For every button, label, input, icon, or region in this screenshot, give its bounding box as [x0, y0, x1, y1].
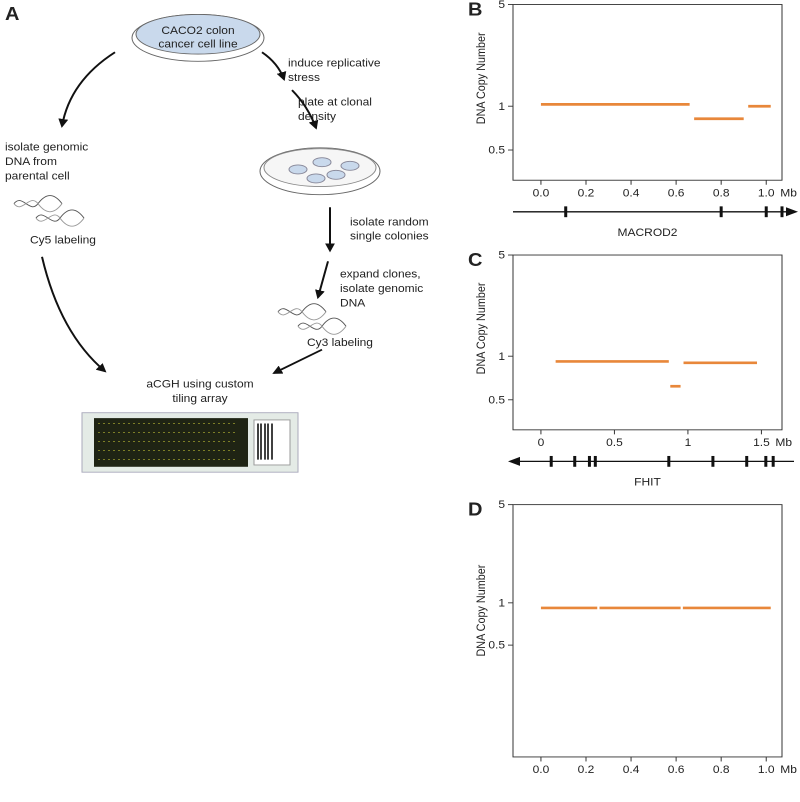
exon	[780, 206, 784, 218]
exon	[573, 455, 577, 467]
y-tick-label: 5	[498, 0, 505, 11]
exon	[587, 455, 591, 467]
arrow	[58, 51, 116, 128]
x-tick-label: 0.4	[623, 188, 640, 199]
x-tick-label: 0.5	[606, 438, 623, 449]
arrow	[261, 51, 287, 82]
x-tick-label: 0.4	[623, 765, 640, 776]
panel-label: C	[468, 251, 483, 271]
exon	[745, 455, 749, 467]
label: isolate random single colonies	[350, 217, 429, 243]
exon	[549, 455, 553, 467]
x-tick-label: 0.8	[713, 765, 730, 776]
x-tick-label: 0	[538, 438, 545, 449]
chart: B DNA Copy Number 0.5 1 5 0.0 0.2 0.4 0.6 0.8 1.0 M…	[468, 0, 798, 239]
y-tick-label: 1	[498, 598, 505, 609]
arrow	[291, 89, 319, 130]
y-tick-label: 5	[498, 250, 505, 261]
exon	[711, 455, 715, 467]
exon	[667, 455, 671, 467]
y-tick-label: 5	[498, 500, 505, 511]
barcode	[257, 423, 273, 460]
array-spots	[98, 423, 238, 461]
y-axis-label: DNA Copy Number	[476, 32, 489, 124]
x-tick-label: 1	[685, 438, 692, 449]
chart: D DNA Copy Number 0.5 1 5 0.0 0.2 0.4 0.6 0.8 1.0 M…	[468, 500, 797, 776]
plot-frame	[512, 254, 783, 431]
label: expand clones, isolate genomic DNA	[340, 269, 424, 309]
label: induce replicative stress	[288, 58, 381, 84]
x-unit: Mb	[780, 765, 797, 776]
y-tick-label: 0.5	[488, 640, 505, 651]
dna-icon	[277, 303, 327, 321]
x-tick-label: 0.0	[533, 765, 550, 776]
panel-label: D	[468, 500, 482, 520]
arrow	[272, 348, 323, 374]
label: Cy5 labeling	[30, 235, 96, 246]
arrow	[315, 261, 329, 300]
y-axis-label: DNA Copy Number	[476, 565, 489, 657]
x-tick-label: 0.2	[578, 765, 595, 776]
label: aCGH using custom tiling array	[146, 379, 253, 405]
dish-medium	[263, 148, 377, 187]
gene-label: FHIT	[634, 477, 661, 488]
x-tick-label: 1.5	[753, 438, 770, 449]
y-tick-label: 1	[498, 351, 505, 362]
x-unit: Mb	[780, 188, 797, 199]
label: Cy3 labeling	[307, 338, 373, 349]
x-tick-label: 0.6	[668, 765, 685, 776]
gene-arrowhead	[508, 456, 520, 466]
plot-frame	[512, 4, 783, 181]
exon	[771, 455, 775, 467]
y-axis-label: DNA Copy Number	[476, 282, 489, 374]
label: isolate genomic DNA from parental cell	[5, 142, 89, 182]
x-unit: Mb	[775, 438, 792, 449]
array	[94, 418, 248, 467]
gene-arrowhead	[786, 207, 798, 217]
exon	[593, 455, 597, 467]
plot-frame	[512, 504, 783, 758]
panel-a: A CACO2 colon cancer cell line induce rep…	[5, 5, 429, 473]
exon	[764, 455, 768, 467]
panel-label: B	[468, 0, 482, 20]
exon	[764, 206, 768, 218]
colonies	[288, 157, 360, 184]
x-tick-label: 0.6	[668, 188, 685, 199]
panel-label: A	[5, 5, 20, 25]
dna-icon	[297, 317, 347, 335]
exon	[564, 206, 568, 218]
x-tick-label: 0.2	[578, 188, 595, 199]
y-tick-label: 1	[498, 101, 505, 112]
x-tick-label: 0.0	[533, 188, 550, 199]
dish-medium	[135, 13, 261, 55]
arrow	[41, 256, 107, 373]
x-tick-label: 0.8	[713, 188, 730, 199]
gene-label: MACROD2	[618, 228, 678, 239]
dna-icon	[13, 195, 63, 213]
x-tick-label: 1.0	[758, 188, 775, 199]
label: CACO2 colon cancer cell line	[158, 26, 237, 51]
y-tick-label: 0.5	[488, 395, 505, 406]
label: plate at clonal density	[298, 97, 372, 123]
y-tick-label: 0.5	[488, 145, 505, 156]
exon	[719, 206, 723, 218]
x-tick-label: 1.0	[758, 765, 775, 776]
chart: C DNA Copy Number 0.5 1 5 0 0.5 1 1.5 Mb FHIT	[468, 250, 794, 489]
dna-icon	[35, 209, 85, 227]
